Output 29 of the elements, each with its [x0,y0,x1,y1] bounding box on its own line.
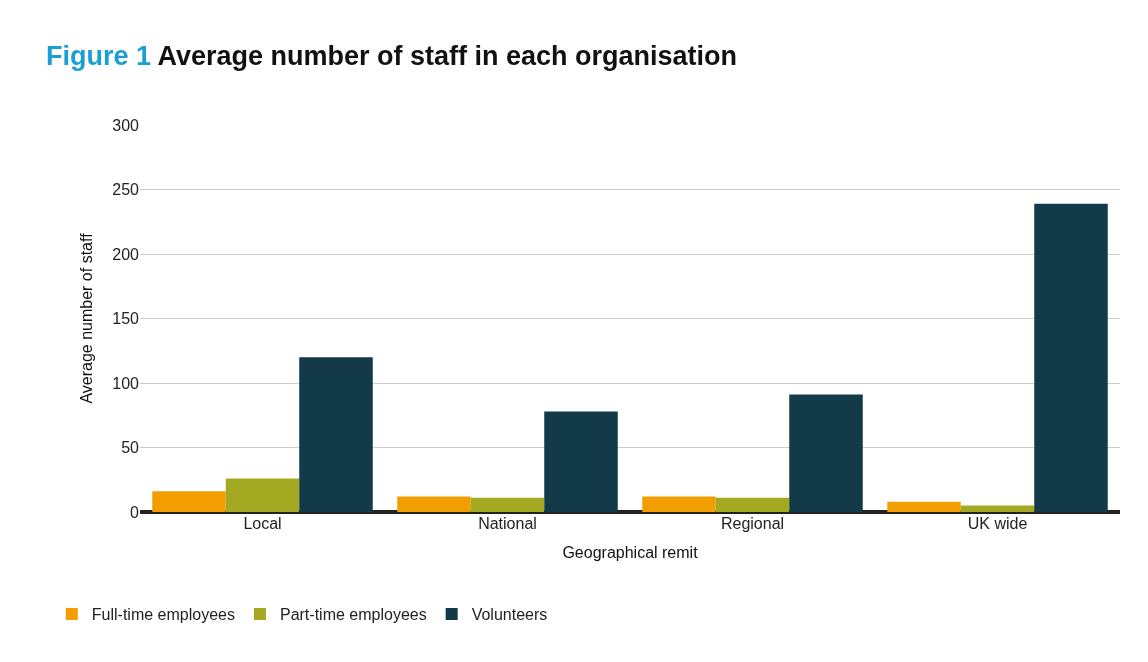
y-tick-label: 250 [112,181,140,199]
y-tick-label: 50 [121,439,140,457]
legend-label: Part-time employees [279,606,427,624]
bar [397,496,471,512]
x-tick-label: Regional [720,515,785,532]
x-tick-label: UK wide [967,515,1028,532]
bar [470,497,545,512]
bar [152,491,226,512]
bar [789,394,863,512]
bar [1034,203,1108,512]
bar [544,411,618,512]
legend-label: Volunteers [471,606,548,624]
bar [887,501,961,512]
chart-title: Figure 1 Average number of staff in each organisation [45,41,738,72]
legend-label: Full-time employees [91,606,235,624]
y-tick-label: 200 [112,245,140,263]
bar [642,496,716,512]
y-tick-label: 0 [130,503,140,521]
y-tick-label: 150 [112,310,140,328]
bar [225,478,300,512]
y-tick-label: 300 [112,116,140,134]
x-tick-label: Local [243,515,282,532]
y-tick-label: 100 [112,374,140,392]
bar [960,505,1035,512]
x-axis-title: Geographical remit [562,543,699,561]
x-tick-label: National [478,515,537,532]
bar [715,497,790,512]
bar [299,357,373,512]
y-axis-title: Average number of staff [78,232,96,404]
